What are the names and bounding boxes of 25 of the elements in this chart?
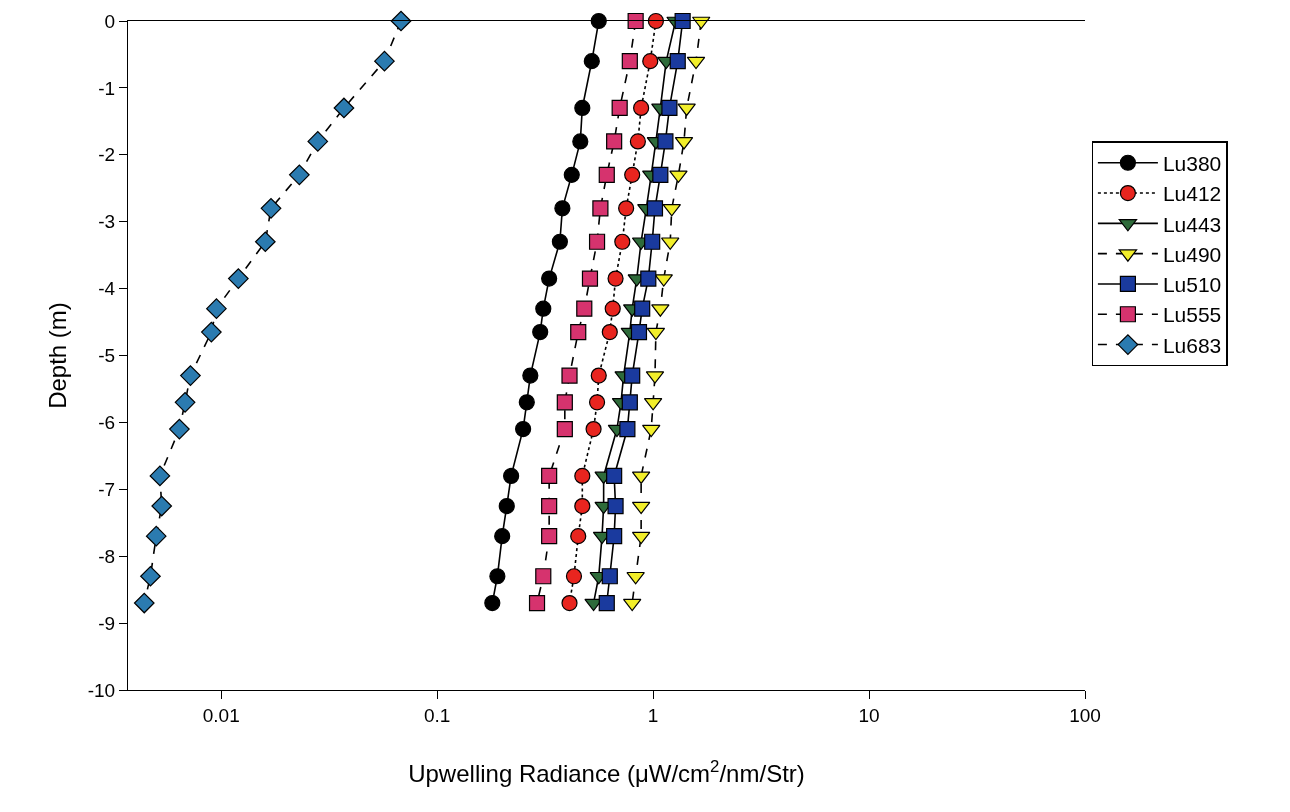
y-tick-label: -7 xyxy=(98,478,116,500)
y-tick-label: -6 xyxy=(98,412,116,434)
legend-label: Lu443 xyxy=(1162,212,1222,236)
y-tick-label: -3 xyxy=(98,211,116,233)
y-tick-label: -2 xyxy=(98,144,116,166)
legend-label: Lu683 xyxy=(1162,333,1222,357)
y-axis-title: Depth (m) xyxy=(43,302,71,409)
x-tick-label: 10 xyxy=(858,704,880,726)
x-tick-label: 1 xyxy=(647,704,659,726)
legend-label: Lu412 xyxy=(1162,182,1222,206)
y-tick-label: -8 xyxy=(98,545,116,567)
x-tick-label: 0.1 xyxy=(423,704,451,726)
y-tick-label: -5 xyxy=(98,345,116,367)
y-tick-label: -4 xyxy=(98,278,116,300)
y-tick-label: -1 xyxy=(98,77,116,99)
legend-label: Lu380 xyxy=(1162,151,1222,175)
legend-label: Lu490 xyxy=(1162,242,1222,266)
y-tick-label: 0 xyxy=(104,10,116,32)
x-tick-label: 100 xyxy=(1069,704,1101,726)
y-tick-label: -10 xyxy=(87,679,116,701)
x-axis-title: Upwelling Radiance (μW/cm$^{2}$/nm/Str) xyxy=(408,757,805,788)
legend-label: Lu555 xyxy=(1162,303,1222,327)
y-tick-label: -9 xyxy=(98,612,116,634)
x-tick-label: 0.01 xyxy=(202,704,240,726)
legend-label: Lu510 xyxy=(1162,273,1222,297)
